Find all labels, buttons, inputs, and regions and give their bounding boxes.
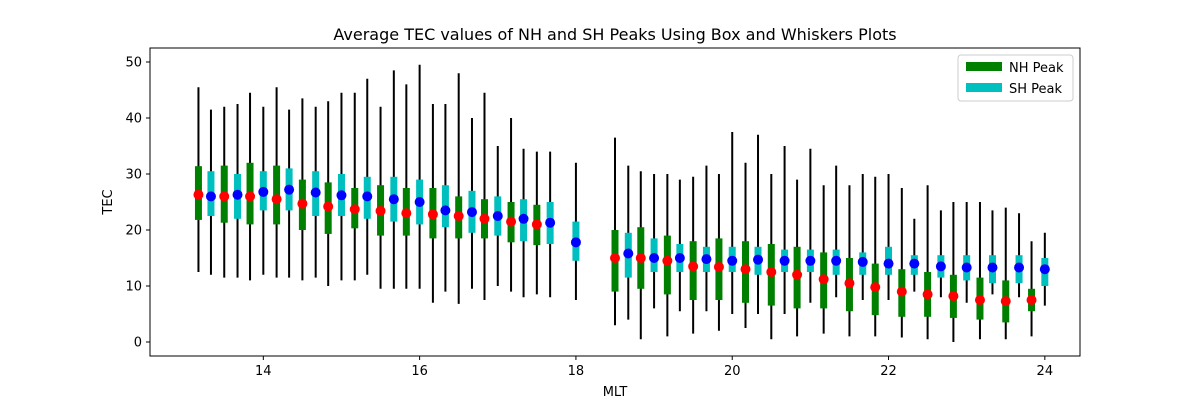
mean-marker-nh-peak-29 (1000, 296, 1011, 307)
means-nh-peak (193, 189, 1037, 307)
mean-marker-sh-peak-30 (1014, 262, 1025, 273)
mean-marker-nh-peak-24 (870, 282, 881, 293)
mean-marker-nh-peak-22 (818, 274, 829, 285)
y-axis-label: TEC (101, 189, 116, 215)
mean-marker-sh-peak-25 (883, 258, 894, 269)
mean-marker-nh-peak-6 (349, 204, 360, 215)
mean-marker-sh-peak-11 (492, 211, 503, 221)
mean-marker-nh-peak-28 (974, 295, 985, 305)
legend-label-sh-peak: SH Peak (1009, 82, 1063, 97)
mean-marker-sh-peak-20 (753, 254, 764, 265)
mean-marker-sh-peak-28 (961, 262, 972, 273)
mean-marker-nh-peak-0 (193, 189, 204, 200)
mean-marker-sh-peak-19 (727, 255, 738, 266)
mean-marker-sh-peak-15 (623, 248, 634, 259)
mean-marker-nh-peak-20 (766, 267, 777, 277)
mean-marker-sh-peak-18 (701, 254, 712, 265)
mean-marker-sh-peak-14 (570, 237, 581, 248)
mean-marker-sh-peak-29 (987, 262, 998, 273)
mean-marker-nh-peak-2 (245, 191, 256, 202)
mean-marker-nh-peak-23 (844, 278, 855, 289)
mean-marker-nh-peak-7 (375, 205, 386, 216)
mean-marker-sh-peak-3 (284, 184, 295, 195)
mean-marker-sh-peak-24 (857, 256, 868, 267)
mean-marker-nh-peak-18 (713, 261, 724, 272)
x-tick-label-18: 18 (568, 364, 585, 379)
axes: 14 16 18 20 22 24 0 10 20 30 40 50 (125, 56, 1053, 380)
mean-marker-nh-peak-9 (427, 209, 438, 220)
mean-marker-nh-peak-26 (922, 289, 933, 300)
y-tick-label-0: 0 (134, 336, 142, 351)
mean-marker-sh-peak-17 (674, 253, 685, 263)
mean-marker-nh-peak-14 (610, 253, 620, 263)
legend-label-nh-peak: NH Peak (1009, 61, 1064, 76)
mean-marker-sh-peak-27 (935, 261, 946, 272)
mean-marker-sh-peak-1 (232, 189, 243, 200)
mean-marker-nh-peak-19 (740, 264, 751, 275)
plot-area (193, 64, 1050, 342)
mean-marker-sh-peak-2 (258, 186, 269, 197)
x-axis-label: MLT (603, 385, 628, 400)
legend-swatch-nh-peak (966, 62, 1002, 71)
mean-marker-nh-peak-27 (948, 291, 959, 302)
mean-marker-sh-peak-0 (205, 191, 216, 202)
y-tick-label-10: 10 (125, 280, 142, 295)
chart-title: Average TEC values of NH and SH Peaks Us… (333, 25, 896, 44)
mean-marker-sh-peak-16 (649, 253, 660, 263)
plot-frame (149, 47, 1081, 357)
x-tick-label-20: 20 (724, 364, 741, 379)
means-sh-peak (205, 184, 1050, 275)
mean-marker-nh-peak-1 (219, 191, 230, 202)
y-tick-label-40: 40 (125, 112, 142, 127)
mean-marker-sh-peak-13 (545, 217, 556, 228)
mean-marker-nh-peak-11 (479, 213, 490, 224)
mean-marker-nh-peak-3 (271, 194, 282, 205)
x-tick-label-16: 16 (411, 364, 428, 379)
x-tick-label-24: 24 (1037, 364, 1054, 379)
mean-marker-nh-peak-30 (1026, 295, 1037, 305)
mean-marker-nh-peak-4 (297, 198, 308, 209)
mean-marker-nh-peak-21 (792, 269, 803, 280)
mean-marker-nh-peak-13 (531, 219, 542, 230)
mean-marker-nh-peak-8 (401, 208, 412, 219)
y-tick-label-50: 50 (125, 56, 142, 71)
x-tick-label-14: 14 (255, 364, 272, 379)
mean-marker-sh-peak-7 (388, 194, 399, 205)
mean-marker-sh-peak-9 (440, 205, 451, 216)
mean-marker-nh-peak-12 (506, 216, 517, 227)
mean-marker-nh-peak-25 (896, 286, 907, 297)
mean-marker-sh-peak-23 (831, 255, 842, 266)
y-tick-label-30: 30 (125, 168, 142, 183)
mean-marker-nh-peak-5 (323, 201, 334, 212)
mean-marker-sh-peak-21 (779, 255, 790, 266)
mean-marker-sh-peak-12 (518, 213, 529, 224)
mean-marker-sh-peak-31 (1039, 264, 1050, 275)
mean-marker-nh-peak-15 (635, 253, 646, 263)
mean-marker-nh-peak-10 (453, 211, 464, 221)
mean-marker-nh-peak-16 (662, 255, 673, 266)
mean-marker-nh-peak-17 (688, 261, 699, 272)
mean-marker-sh-peak-22 (805, 255, 816, 266)
mean-marker-sh-peak-5 (336, 190, 347, 201)
y-tick-label-20: 20 (125, 224, 142, 239)
legend: NH Peak SH Peak (957, 54, 1074, 102)
mean-marker-sh-peak-26 (909, 258, 920, 269)
x-tick-label-22: 22 (880, 364, 897, 379)
mean-marker-sh-peak-8 (414, 197, 425, 207)
mean-marker-sh-peak-10 (466, 207, 477, 218)
legend-swatch-sh-peak (966, 83, 1002, 92)
mean-marker-sh-peak-6 (362, 191, 373, 202)
mean-marker-sh-peak-4 (310, 187, 321, 198)
